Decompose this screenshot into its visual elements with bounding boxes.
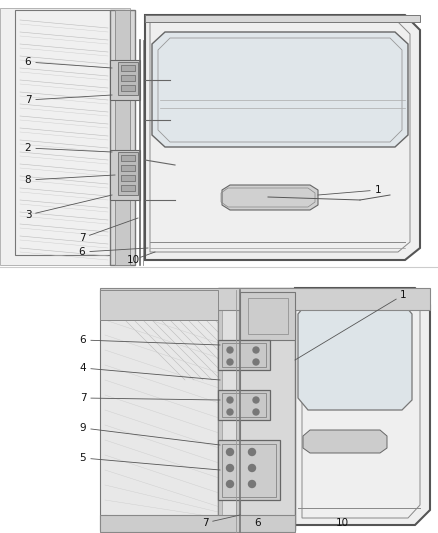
Polygon shape — [121, 165, 135, 171]
Circle shape — [253, 397, 259, 403]
Polygon shape — [298, 302, 412, 410]
Text: 6: 6 — [80, 335, 86, 345]
Text: 8: 8 — [25, 175, 31, 185]
Bar — [0, 0, 438, 265]
Circle shape — [226, 464, 233, 472]
Polygon shape — [118, 152, 138, 195]
Polygon shape — [115, 10, 130, 265]
Polygon shape — [110, 60, 140, 100]
Circle shape — [253, 409, 259, 415]
Text: 7: 7 — [80, 393, 86, 403]
Polygon shape — [222, 185, 318, 210]
Polygon shape — [121, 65, 135, 71]
Circle shape — [226, 481, 233, 488]
Polygon shape — [240, 292, 295, 340]
Circle shape — [253, 347, 259, 353]
Circle shape — [227, 397, 233, 403]
Circle shape — [227, 359, 233, 365]
Polygon shape — [121, 185, 135, 191]
Circle shape — [226, 448, 233, 456]
Polygon shape — [121, 175, 135, 181]
Bar — [0, 268, 438, 533]
Polygon shape — [100, 288, 430, 310]
Polygon shape — [295, 288, 430, 525]
Polygon shape — [0, 8, 130, 265]
Polygon shape — [110, 150, 140, 200]
Text: 1: 1 — [374, 185, 381, 195]
Polygon shape — [145, 15, 420, 22]
Circle shape — [253, 359, 259, 365]
Text: 1: 1 — [400, 290, 406, 300]
Polygon shape — [218, 440, 280, 500]
Polygon shape — [152, 32, 408, 147]
Text: 6: 6 — [254, 518, 261, 528]
Text: 7: 7 — [25, 95, 31, 105]
Polygon shape — [121, 85, 135, 91]
Polygon shape — [121, 75, 135, 81]
Polygon shape — [118, 62, 138, 95]
Polygon shape — [303, 430, 387, 453]
Polygon shape — [110, 10, 135, 265]
Text: 3: 3 — [25, 210, 31, 220]
Polygon shape — [218, 340, 270, 370]
Text: 7: 7 — [79, 233, 85, 243]
Polygon shape — [100, 290, 290, 530]
Circle shape — [248, 448, 255, 456]
Text: 6: 6 — [25, 57, 31, 67]
Polygon shape — [100, 290, 218, 320]
Polygon shape — [100, 515, 295, 532]
Text: 6: 6 — [79, 247, 85, 257]
Circle shape — [248, 481, 255, 488]
Polygon shape — [218, 290, 240, 528]
Polygon shape — [218, 288, 295, 530]
Circle shape — [227, 409, 233, 415]
Text: 4: 4 — [80, 363, 86, 373]
Circle shape — [227, 347, 233, 353]
Text: 10: 10 — [336, 518, 349, 528]
Text: 10: 10 — [127, 255, 140, 265]
Circle shape — [248, 464, 255, 472]
Text: 5: 5 — [80, 453, 86, 463]
Text: 2: 2 — [25, 143, 31, 153]
Text: 7: 7 — [201, 518, 208, 528]
Text: 9: 9 — [80, 423, 86, 433]
Polygon shape — [145, 15, 420, 260]
Polygon shape — [218, 390, 270, 420]
Polygon shape — [222, 292, 236, 526]
Polygon shape — [121, 155, 135, 161]
